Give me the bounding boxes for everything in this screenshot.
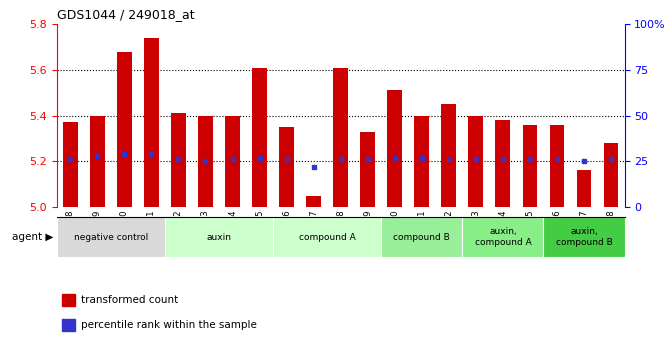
Bar [57,217,165,257]
Bar [225,116,240,207]
Bar [90,116,105,207]
Bar [468,116,484,207]
Bar [144,38,159,207]
Bar [273,217,381,257]
Bar [360,131,375,207]
Text: GDS1044 / 249018_at: GDS1044 / 249018_at [57,8,194,21]
Bar [544,217,625,257]
Bar [117,51,132,207]
Text: agent ▶: agent ▶ [12,232,53,242]
Bar [381,217,462,257]
Bar [63,319,75,331]
Bar [333,68,348,207]
Bar [387,90,402,207]
Bar [462,217,544,257]
Bar [522,125,537,207]
Bar [442,104,456,207]
Bar [252,68,267,207]
Text: negative control: negative control [73,233,148,242]
Text: compound B: compound B [393,233,450,242]
Text: compound A: compound A [299,233,355,242]
Bar [496,120,510,207]
Bar [414,116,430,207]
Bar [604,143,619,207]
Bar [165,217,273,257]
Bar [63,122,77,207]
Bar [550,125,564,207]
Text: auxin,
compound B: auxin, compound B [556,227,613,247]
Bar [279,127,294,207]
Bar [198,116,213,207]
Text: auxin,
compound A: auxin, compound A [474,227,531,247]
Text: auxin: auxin [206,233,232,242]
Bar [306,196,321,207]
Text: transformed count: transformed count [81,295,178,305]
Bar [171,113,186,207]
Text: percentile rank within the sample: percentile rank within the sample [81,320,257,330]
Bar [576,170,591,207]
Bar [63,294,75,306]
